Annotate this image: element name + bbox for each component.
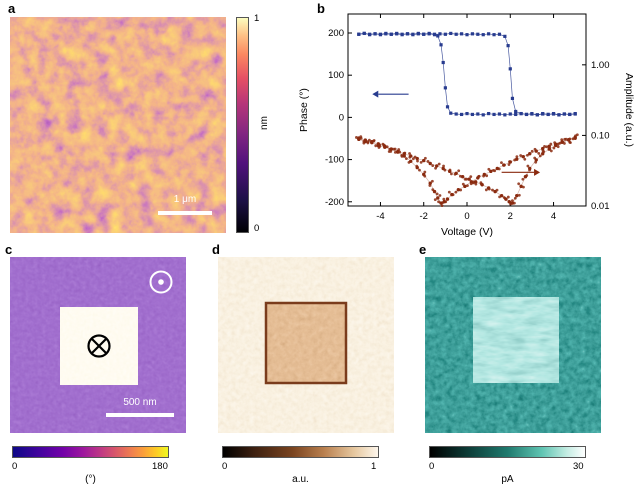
colorbar-a-min: 0 <box>254 223 260 234</box>
svg-text:-2: -2 <box>420 211 428 222</box>
scale-bar-a <box>158 211 212 215</box>
scale-bar-c-label: 500 nm <box>123 397 157 408</box>
afm-topography-image: 1 μm <box>10 17 226 233</box>
svg-text:100: 100 <box>328 70 344 81</box>
svg-text:-4: -4 <box>376 211 384 222</box>
colorbar-a <box>236 17 249 233</box>
phase-axis-label: Phase (°) <box>298 88 310 132</box>
colorbar-c <box>12 446 169 458</box>
panel-b-label: b <box>317 1 325 16</box>
sweep-direction-arrow-right <box>501 168 541 176</box>
series-amplitude-forward <box>355 133 579 206</box>
pfm-amplitude-image <box>218 257 394 433</box>
colorbar-c-min: 0 <box>12 461 18 472</box>
colorbar-d-max: 1 <box>371 461 377 472</box>
svg-text:-200: -200 <box>325 197 344 208</box>
colorbar-c-unit: (°) <box>85 474 96 485</box>
panel-e-label: e <box>419 242 427 257</box>
svg-text:2: 2 <box>508 211 513 222</box>
series-phase-forward <box>357 31 577 117</box>
pfm-phase-image: 500 nm <box>10 257 186 433</box>
scale-bar-a-label: 1 μm <box>173 194 197 205</box>
amplitude-axis-label: Amplitude (a.u.) <box>623 72 635 148</box>
svg-text:0: 0 <box>339 112 344 123</box>
panel-c-label: c <box>5 242 13 257</box>
svg-text:200: 200 <box>328 28 344 39</box>
panel-a-label: a <box>8 1 16 16</box>
hysteresis-chart: -4 -2 0 2 4 200 100 0 -100 -200 1.00 0.10 0.01 <box>325 13 610 222</box>
sweep-direction-arrow-left <box>372 90 409 98</box>
amplitude-domain-square <box>266 303 346 383</box>
panel-d-label: d <box>212 242 220 257</box>
field-into-plane-icon <box>87 334 111 358</box>
svg-text:0.10: 0.10 <box>591 130 610 141</box>
colorbar-d-unit: a.u. <box>292 474 309 485</box>
svg-text:1.00: 1.00 <box>591 60 610 71</box>
voltage-axis-label: Voltage (V) <box>441 226 493 238</box>
pfm-phase-noise <box>10 257 186 433</box>
colorbar-d-min: 0 <box>222 461 228 472</box>
pfm-amplitude-noise <box>218 257 394 433</box>
colorbar-e-unit: pA <box>501 474 514 485</box>
colorbar-c-max: 180 <box>152 461 168 472</box>
colorbar-e <box>429 446 586 458</box>
colorbar-d <box>222 446 379 458</box>
svg-text:0: 0 <box>464 211 469 222</box>
field-out-of-plane-icon <box>149 270 173 294</box>
colorbar-a-unit: nm <box>258 116 270 130</box>
scale-bar-c <box>106 413 174 417</box>
series-phase-reverse <box>357 31 577 117</box>
afm-topography-noise <box>10 17 226 233</box>
colorbar-e-min: 0 <box>429 461 435 472</box>
conductive-domain-square <box>473 297 559 383</box>
current-map-image <box>425 257 601 433</box>
colorbar-a-max: 1 <box>254 13 260 24</box>
svg-text:-100: -100 <box>325 155 344 166</box>
svg-text:4: 4 <box>551 211 556 222</box>
colorbar-e-max: 30 <box>573 461 584 472</box>
svg-text:0.01: 0.01 <box>591 201 610 212</box>
amplitude-domain-border <box>264 301 348 385</box>
series-amplitude-reverse <box>357 134 577 208</box>
current-map-noise <box>425 257 601 433</box>
